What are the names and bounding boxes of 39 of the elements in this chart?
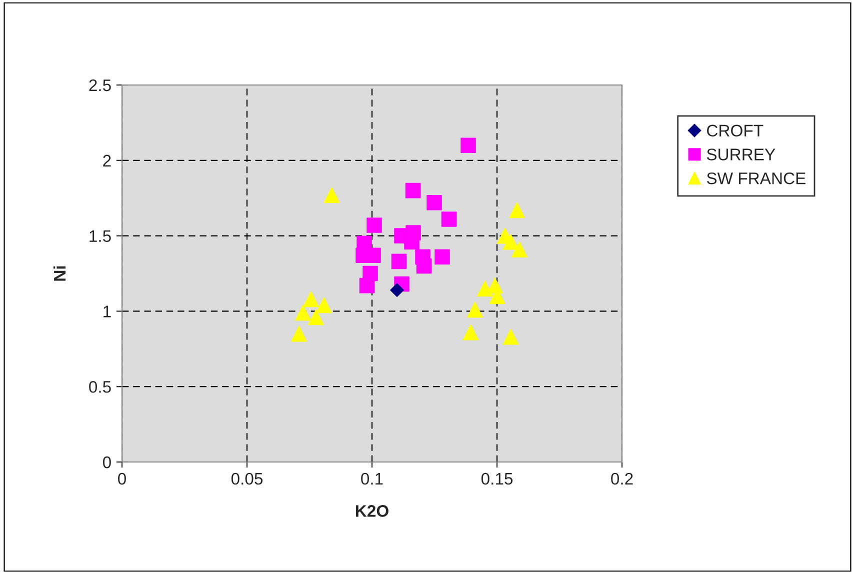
legend-label: SURREY <box>706 148 776 160</box>
point <box>509 202 525 218</box>
x-tick-label: 0 <box>118 472 126 485</box>
point <box>434 249 450 265</box>
point <box>416 258 432 274</box>
point <box>460 138 476 153</box>
y-tick-label: 1.5 <box>90 230 111 242</box>
point <box>303 291 319 308</box>
point <box>295 304 311 321</box>
point <box>426 194 442 210</box>
point <box>441 212 457 227</box>
point <box>502 328 519 345</box>
point <box>462 324 479 340</box>
point <box>308 309 324 326</box>
point <box>366 218 382 233</box>
point <box>467 302 483 318</box>
legend-label: CROFT <box>707 124 764 137</box>
x-axis-title: K2O <box>356 505 388 517</box>
y-axis-title: Ni <box>53 266 66 281</box>
point <box>324 187 340 204</box>
point <box>477 280 493 297</box>
point <box>502 234 519 250</box>
legend-label: SW FRANCE <box>706 172 806 184</box>
x-tick-label: 0.2 <box>611 472 633 485</box>
point <box>391 254 407 270</box>
x-tick-label: 0.05 <box>231 472 263 485</box>
point <box>291 326 307 342</box>
y-tick-label: 2.5 <box>89 79 111 92</box>
point <box>359 278 375 294</box>
point <box>316 297 332 314</box>
x-tick-label: 0.15 <box>481 472 513 485</box>
point <box>390 283 404 298</box>
y-tick-label: 0.5 <box>89 381 111 393</box>
y-tick-label: 2 <box>103 154 111 166</box>
point <box>512 241 528 258</box>
y-tick-label: 0 <box>102 456 111 468</box>
y-tick-label: 1 <box>104 306 111 318</box>
x-tick-label: 0.1 <box>361 472 383 485</box>
point <box>405 182 421 198</box>
